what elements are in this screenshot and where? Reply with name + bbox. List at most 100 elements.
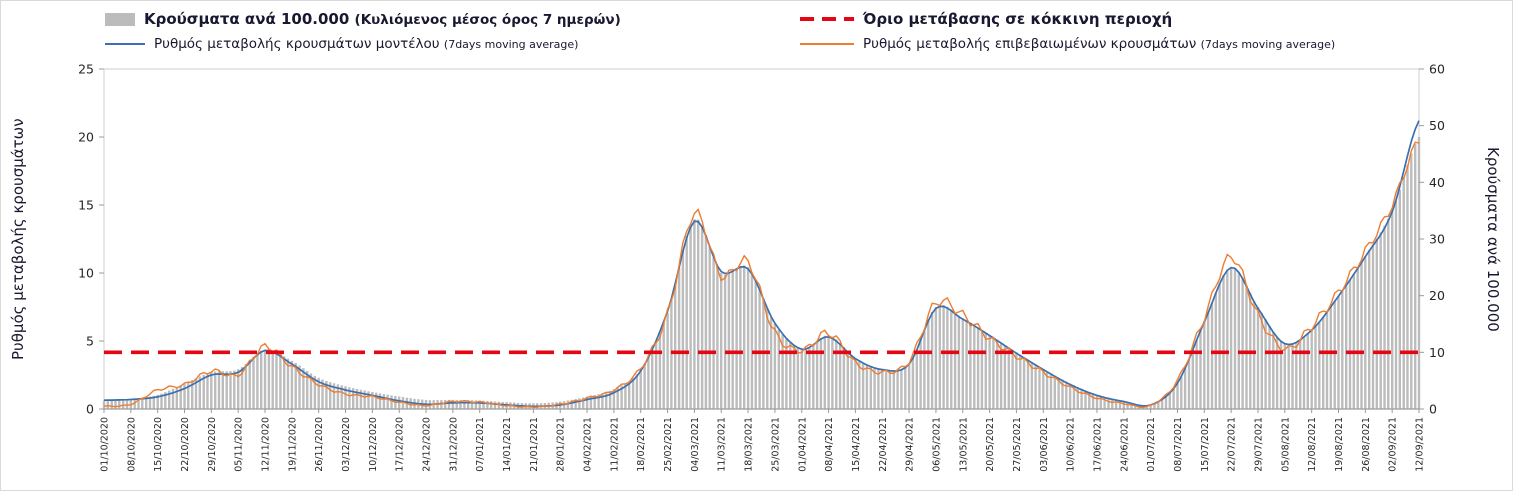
case-bar <box>915 349 918 409</box>
case-bar <box>225 371 228 409</box>
case-bar <box>1157 401 1160 409</box>
case-bar <box>1329 306 1332 409</box>
case-bar <box>309 373 313 409</box>
legend-item-confirmed-line: Ρυθμός μεταβολής επιβεβαιωμένων κρουσμάτ… <box>800 36 1335 52</box>
case-bar <box>643 363 646 409</box>
case-bar <box>486 400 489 409</box>
case-bar <box>846 351 849 409</box>
case-bar <box>1122 401 1125 409</box>
left-tick-label: 0 <box>86 402 94 417</box>
case-bar <box>651 349 654 409</box>
case-bar <box>716 267 719 409</box>
case-bar <box>1015 352 1018 409</box>
case-bar <box>344 386 347 409</box>
case-bar <box>290 360 294 409</box>
case-bar <box>631 378 635 409</box>
case-bar <box>907 363 911 409</box>
x-tick-label: 19/08/2021 <box>1334 417 1345 472</box>
case-bar <box>819 337 823 409</box>
x-tick-label: 01/07/2021 <box>1146 417 1157 472</box>
case-bar <box>1368 250 1371 409</box>
case-bar <box>210 372 213 409</box>
legend-label-confirmed: Ρυθμός μεταβολής επιβεβαιωμένων κρουσμάτ… <box>863 36 1197 52</box>
case-bar <box>1229 267 1233 409</box>
x-tick-label: 04/02/2021 <box>583 417 594 472</box>
case-bar <box>1187 359 1191 409</box>
x-tick-label: 10/12/2020 <box>368 417 379 472</box>
case-bar <box>279 353 282 409</box>
case-bar <box>148 396 152 409</box>
case-bar <box>336 384 340 409</box>
case-bar <box>317 377 320 409</box>
case-bar <box>160 393 163 409</box>
legend-label-confirmed-suffix: (7days moving average) <box>1200 38 1336 51</box>
case-bar <box>187 381 190 409</box>
case-bar <box>1314 325 1317 409</box>
case-bar <box>758 288 761 409</box>
case-bar <box>823 335 826 409</box>
right-tick-label: 20 <box>1429 288 1445 303</box>
case-bar <box>171 388 175 409</box>
case-bar <box>1160 399 1164 409</box>
case-bar <box>934 307 938 409</box>
x-tick-label: 29/07/2021 <box>1253 417 1264 472</box>
legend-item-cases-bars: Κρούσματα ανά 100.000 (Κυλιόμενος μέσος … <box>105 10 621 28</box>
case-bar <box>1206 312 1210 409</box>
case-bar <box>455 400 458 409</box>
case-bar <box>700 225 704 409</box>
chart-legend: Κρούσματα ανά 100.000 (Κυλιόμενος μέσος … <box>1 1 1512 63</box>
case-bar <box>720 273 723 409</box>
case-bar <box>827 335 830 409</box>
case-bar <box>980 330 984 409</box>
case-bar <box>620 385 623 409</box>
left-tick-label: 5 <box>86 334 94 349</box>
case-bar <box>348 387 351 409</box>
x-tick-label: 25/03/2021 <box>770 417 781 472</box>
case-bar <box>1107 398 1110 409</box>
x-tick-label: 10/06/2021 <box>1066 417 1077 472</box>
x-tick-label: 08/04/2021 <box>824 417 835 472</box>
case-bar <box>145 397 148 409</box>
case-bar <box>927 319 930 409</box>
case-bar <box>122 399 125 409</box>
case-bar <box>777 329 780 409</box>
case-bar <box>221 371 224 409</box>
case-bar <box>444 400 447 409</box>
case-bar <box>670 300 673 409</box>
case-bar <box>612 389 616 409</box>
case-bar <box>451 399 455 409</box>
case-bar <box>1379 232 1382 409</box>
x-tick-label: 29/10/2020 <box>207 417 218 472</box>
legend-text: Ρυθμός μεταβολής επιβεβαιωμένων κρουσμάτ… <box>863 36 1335 52</box>
case-bar <box>1371 244 1375 409</box>
case-bar <box>367 391 370 409</box>
case-bar <box>1061 379 1064 409</box>
right-tick-label: 60 <box>1429 62 1445 77</box>
case-bar <box>1068 383 1072 409</box>
case-bar <box>363 390 366 409</box>
case-bar <box>1356 267 1359 409</box>
case-bar <box>1118 400 1122 409</box>
x-tick-label: 14/01/2021 <box>502 417 513 472</box>
case-bar <box>1111 398 1114 409</box>
case-bar <box>1360 262 1363 409</box>
case-bar <box>831 336 834 409</box>
case-bar <box>1275 337 1279 409</box>
case-bar <box>359 389 363 409</box>
case-bar <box>229 371 232 409</box>
x-tick-label: 17/12/2020 <box>395 417 406 472</box>
case-bar <box>938 305 941 409</box>
bars-series <box>102 137 1421 409</box>
case-bar <box>1038 367 1041 409</box>
case-bar <box>1076 387 1079 409</box>
case-bar <box>662 323 665 409</box>
x-tick-label: 01/04/2021 <box>797 417 808 472</box>
x-tick-label: 26/11/2020 <box>314 417 325 472</box>
case-bar <box>697 219 700 409</box>
case-bar <box>386 394 389 409</box>
case-bar <box>352 388 355 409</box>
case-bar <box>896 370 899 409</box>
right-tick-label: 10 <box>1429 345 1445 360</box>
case-bar <box>371 392 374 409</box>
